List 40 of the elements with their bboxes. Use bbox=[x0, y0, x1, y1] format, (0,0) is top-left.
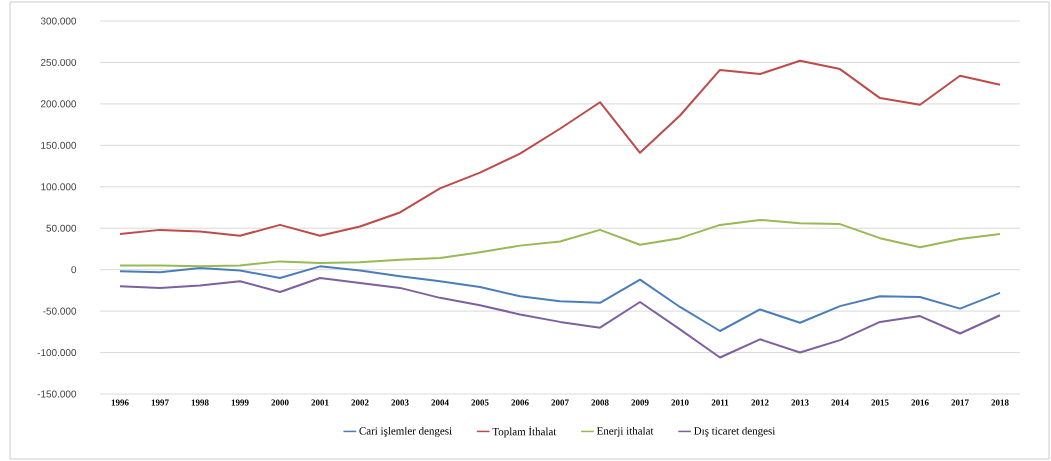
x-tick-label: 2006 bbox=[511, 399, 529, 406]
y-tick-label: 100.000 bbox=[41, 183, 77, 191]
x-tick-label: 1998 bbox=[191, 399, 209, 406]
legend-label: Cari işlemler dengesi bbox=[359, 426, 452, 437]
x-tick-label: 2001 bbox=[311, 399, 329, 406]
line-series bbox=[119, 265, 1002, 332]
x-tick-label: 2009 bbox=[631, 399, 649, 406]
x-tick-label: 2011 bbox=[711, 399, 729, 406]
x-tick-label: 2002 bbox=[351, 399, 369, 406]
x-tick-label: 2012 bbox=[751, 399, 769, 406]
line-series bbox=[119, 218, 1002, 268]
y-tick-label: 0 bbox=[71, 266, 77, 274]
x-tick-label: 2010 bbox=[671, 399, 689, 406]
x-tick-label: 2007 bbox=[551, 399, 569, 406]
x-tick-label: 2016 bbox=[911, 399, 929, 406]
x-tick-label: 2003 bbox=[391, 399, 409, 406]
y-tick-label: 200.000 bbox=[40, 100, 77, 108]
line-series bbox=[119, 59, 1002, 237]
x-tick-label: 1997 bbox=[151, 399, 169, 406]
y-tick-label: 300.000 bbox=[40, 17, 77, 25]
x-tick-label: 2014 bbox=[831, 399, 849, 406]
y-tick-label: 250.000 bbox=[40, 58, 77, 66]
legend-label: Enerji ithalat bbox=[596, 426, 654, 437]
y-tick-label: -100.000 bbox=[37, 349, 77, 357]
x-tick-label: 1996 bbox=[111, 399, 129, 406]
y-tick-label: 50.000 bbox=[46, 224, 77, 232]
x-tick-label: 2018 bbox=[991, 399, 1009, 406]
x-tick-label: 2017 bbox=[951, 399, 969, 406]
x-tick-label: 2013 bbox=[791, 399, 809, 406]
x-tick-label: 2004 bbox=[431, 399, 449, 406]
x-tick-label: 2015 bbox=[871, 399, 889, 406]
legend-label: Toplam İthalat bbox=[492, 426, 557, 438]
y-tick-label: 150.000 bbox=[41, 141, 77, 149]
legend-label: Dış ticaret dengesi bbox=[694, 426, 776, 437]
x-tick-label: 2000 bbox=[271, 399, 289, 406]
y-tick-label: -150.000 bbox=[37, 390, 77, 398]
x-tick-label: 2005 bbox=[471, 399, 489, 406]
x-tick-label: 1999 bbox=[231, 399, 249, 406]
y-tick-label: -50.000 bbox=[43, 307, 77, 315]
x-tick-label: 2008 bbox=[591, 399, 609, 406]
